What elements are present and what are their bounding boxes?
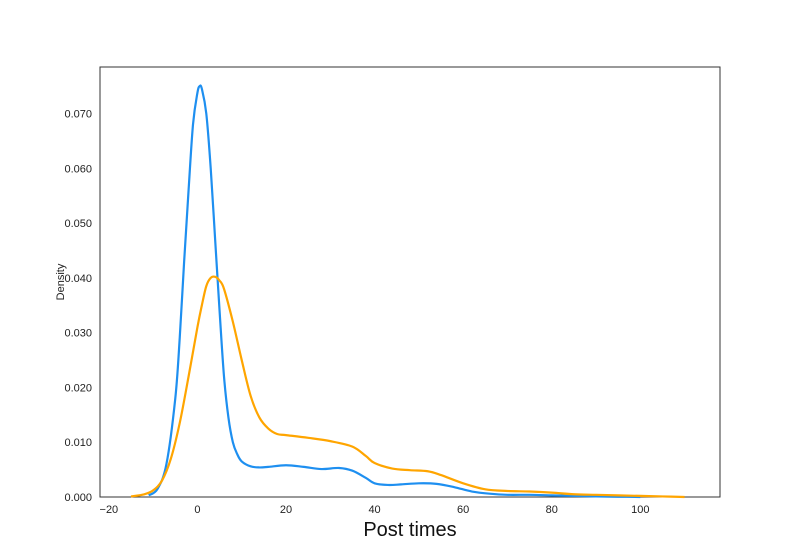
y-axis-ticks: 0.000 0.010 0.020 0.030 0.040 0.050 0.060 0.070 — [64, 109, 92, 504]
x-axis-title: Post times — [363, 519, 456, 541]
x-tick-label: 60 — [457, 504, 469, 516]
density-curve-1 — [148, 84, 641, 499]
plot-area-frame — [99, 66, 721, 498]
x-tick-label: 40 — [368, 504, 380, 516]
density-curve-2 — [130, 275, 685, 499]
y-tick-label: 0.010 — [64, 437, 92, 449]
y-tick-label: 0.000 — [64, 492, 92, 504]
x-tick-label: −20 — [100, 504, 119, 516]
y-tick-label: 0.070 — [64, 109, 92, 121]
x-tick-label: 100 — [631, 504, 649, 516]
y-axis-title: Density — [55, 263, 67, 300]
x-tick-label: 0 — [194, 504, 200, 516]
y-tick-label: 0.040 — [64, 273, 92, 285]
y-tick-label: 0.060 — [64, 163, 92, 175]
x-tick-label: 80 — [546, 504, 558, 516]
y-tick-label: 0.030 — [64, 328, 92, 340]
y-tick-label: 0.050 — [64, 218, 92, 230]
series-layer — [130, 84, 685, 499]
x-tick-label: 20 — [280, 504, 292, 516]
x-axis-ticks: −20 0 20 40 60 80 100 — [100, 504, 650, 516]
y-tick-label: 0.020 — [64, 382, 92, 394]
